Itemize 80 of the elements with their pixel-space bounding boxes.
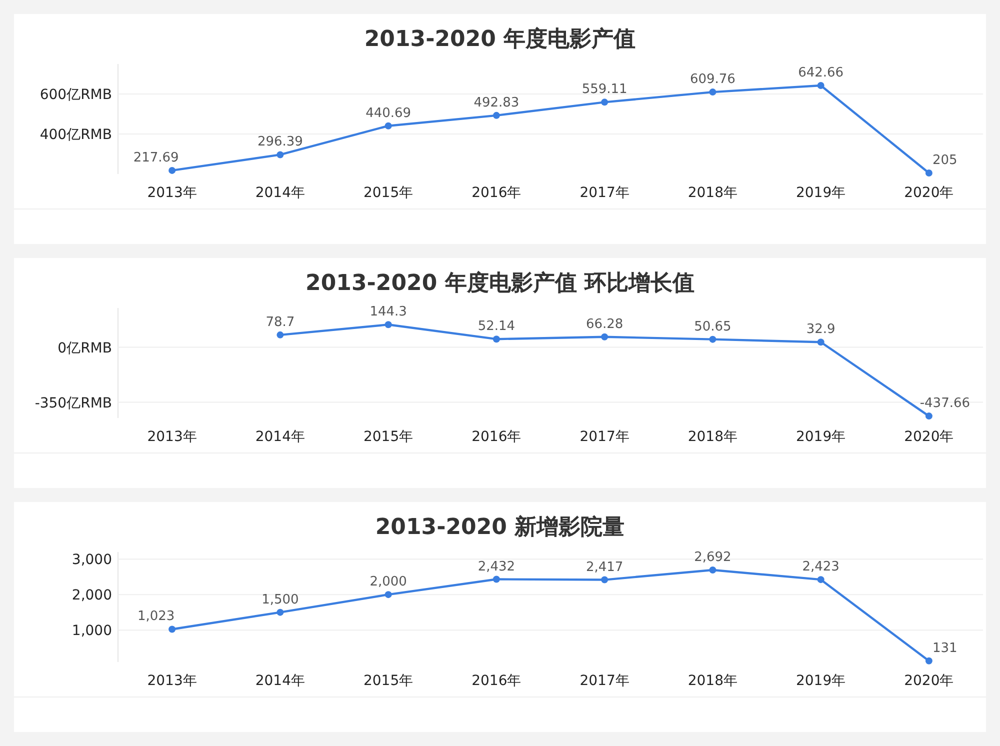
y-tick-label: 600亿RMB	[40, 87, 112, 103]
point	[276, 151, 284, 158]
data-label: 205	[932, 153, 958, 168]
x-tick-label: 2014年	[255, 429, 306, 445]
x-tick-label: 2013年	[147, 429, 197, 445]
point	[276, 331, 284, 338]
point	[817, 576, 824, 584]
data-label: 50.65	[694, 319, 732, 334]
x-tick-label: 2019年	[796, 429, 846, 445]
point	[817, 338, 824, 346]
point	[168, 626, 176, 633]
point	[384, 591, 392, 598]
chart-title: 2013-2020 新增影院量	[375, 514, 625, 540]
data-label: 78.7	[266, 314, 295, 330]
data-label: -437.66	[920, 396, 970, 412]
data-label: 131	[932, 640, 958, 656]
chart-title: 2013-2020 年度电影产值	[364, 26, 636, 52]
x-tick-label: 2018年	[688, 429, 738, 445]
data-label: 66.28	[586, 316, 624, 332]
x-tick-label: 2013年	[147, 673, 197, 689]
point	[925, 412, 932, 420]
x-tick-label: 2020年	[904, 429, 954, 445]
data-label: 32.9	[806, 322, 836, 338]
point	[817, 82, 824, 89]
x-tick-label: 2015年	[363, 673, 414, 689]
point	[709, 336, 716, 343]
data-label: 559.11	[582, 82, 628, 98]
point	[168, 166, 176, 174]
x-tick-label: 2018年	[688, 673, 738, 689]
data-label: 296.39	[257, 134, 303, 150]
y-tick-label: -350亿RMB	[34, 395, 112, 412]
data-label: 52.14	[478, 319, 516, 334]
x-tick-label: 2020年	[904, 185, 954, 201]
point	[925, 170, 932, 176]
data-label: 2,417	[586, 560, 624, 575]
data-label: 2,423	[802, 560, 840, 575]
chart-title: 2013-2020 年度电影产值 环比增长值	[306, 270, 694, 296]
point	[709, 566, 716, 574]
data-label: 2,432	[478, 559, 516, 574]
data-label: 440.69	[366, 106, 412, 121]
x-tick-label: 2015年	[363, 185, 414, 201]
point	[384, 321, 392, 328]
point	[601, 98, 608, 106]
x-tick-label: 2017年	[580, 673, 630, 689]
x-tick-label: 2019年	[796, 185, 846, 201]
point	[492, 112, 500, 119]
x-tick-label: 2014年	[255, 185, 306, 201]
x-tick-label: 2013年	[147, 185, 197, 201]
point	[384, 122, 392, 130]
x-tick-label: 2017年	[580, 429, 630, 445]
data-label: 492.83	[474, 95, 520, 110]
x-tick-label: 2019年	[796, 673, 846, 689]
data-label: 642.66	[798, 65, 844, 80]
x-tick-label: 2014年	[255, 673, 306, 689]
data-label: 144.3	[370, 304, 407, 320]
y-tick-label: 0亿RMB	[58, 340, 112, 356]
x-tick-label: 2016年	[472, 429, 522, 445]
data-label: 609.76	[690, 72, 736, 88]
point	[925, 657, 932, 664]
y-tick-label: 3,000	[72, 552, 112, 568]
data-label: 2,692	[694, 550, 732, 566]
y-tick-label: 1,000	[72, 623, 112, 640]
x-tick-label: 2015年	[363, 429, 414, 445]
x-tick-label: 2018年	[688, 185, 738, 201]
y-tick-label: 400亿RMB	[40, 127, 112, 143]
point	[492, 576, 500, 583]
y-tick-label: 2,000	[72, 588, 112, 604]
x-tick-label: 2020年	[904, 673, 954, 689]
data-label: 1,500	[262, 592, 299, 608]
data-label: 1,023	[137, 609, 175, 624]
point	[601, 576, 608, 584]
data-label: 217.69	[133, 150, 179, 166]
x-tick-label: 2016年	[472, 185, 522, 201]
point	[276, 608, 284, 616]
x-tick-label: 2016年	[472, 673, 522, 689]
data-label: 2,000	[370, 574, 407, 590]
point	[601, 333, 608, 340]
point	[709, 88, 716, 96]
x-tick-label: 2017年	[580, 185, 630, 201]
point	[492, 336, 500, 343]
